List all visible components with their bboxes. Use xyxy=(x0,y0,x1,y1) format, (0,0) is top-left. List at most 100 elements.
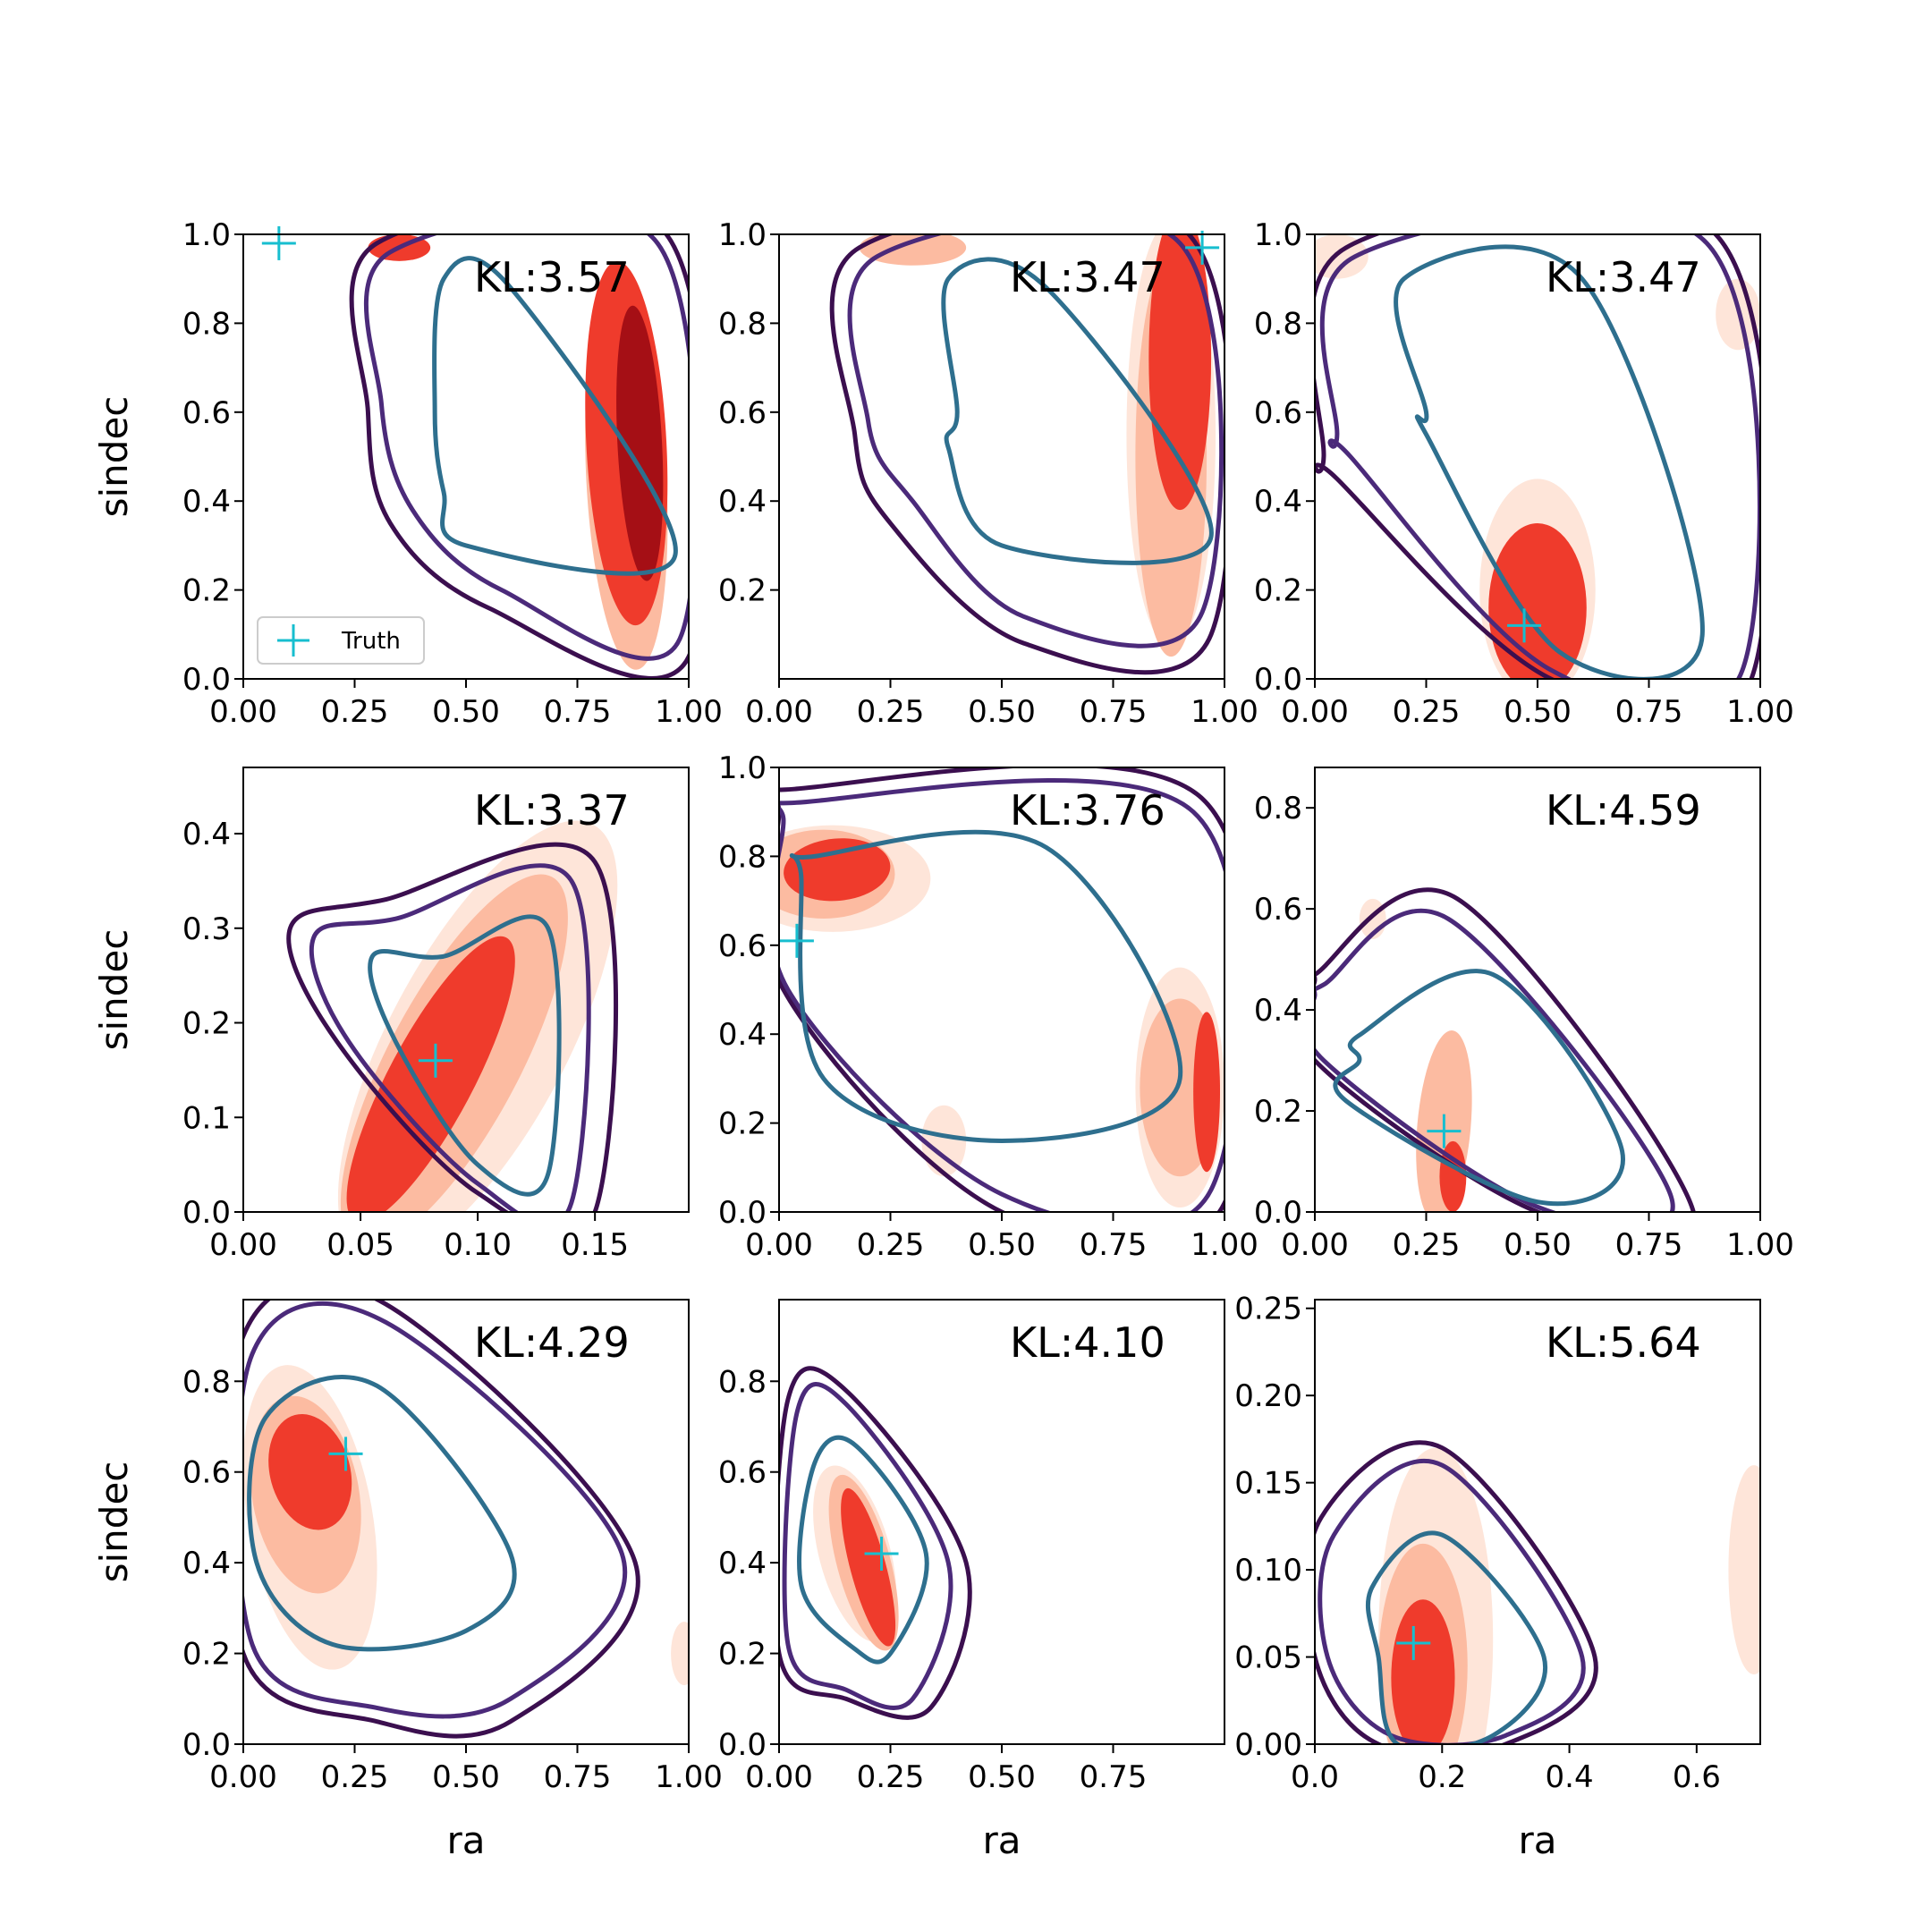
x-tick-label: 0.6 xyxy=(1673,1759,1721,1795)
kl-annotation: KL:3.76 xyxy=(1010,786,1165,835)
y-tick-label: 0.0 xyxy=(1254,1195,1302,1231)
x-tick-label: 0.05 xyxy=(326,1227,394,1263)
y-tick-label: 0.2 xyxy=(718,573,767,609)
y-tick-label: 0.15 xyxy=(1234,1466,1302,1502)
truth-marker xyxy=(328,1436,363,1471)
posterior-region xyxy=(1391,1599,1455,1744)
truth-marker xyxy=(1507,608,1542,643)
prior-contour xyxy=(789,829,1183,1143)
prior-contour xyxy=(1333,969,1625,1207)
y-tick-label: 0.4 xyxy=(718,1017,767,1053)
kl-annotation: KL:4.10 xyxy=(1010,1318,1165,1367)
prior-contour xyxy=(1394,244,1705,679)
y-tick-label: 0.00 xyxy=(1234,1727,1302,1763)
plot-area xyxy=(243,1300,689,1739)
prior-contour xyxy=(1315,908,1675,1212)
x-tick-label: 0.50 xyxy=(1504,694,1572,730)
y-tick-label: 0.8 xyxy=(1254,306,1302,342)
y-tick-label: 0.8 xyxy=(182,1364,231,1400)
x-tick-label: 0.25 xyxy=(1393,1227,1461,1263)
prior-contour xyxy=(243,1300,640,1739)
y-tick-label: 1.0 xyxy=(718,217,767,253)
posterior-region xyxy=(1148,234,1212,511)
plot-area xyxy=(829,234,1224,675)
truth-marker xyxy=(418,1043,453,1078)
y-tick-label: 0.0 xyxy=(182,1727,231,1763)
prior-contour xyxy=(309,863,591,1212)
y-tick-label: 0.8 xyxy=(182,306,231,342)
x-tick-label: 0.50 xyxy=(432,1759,500,1795)
posterior-region xyxy=(841,1487,896,1647)
x-tick-label: 0.00 xyxy=(1281,1227,1349,1263)
kl-annotation: KL:3.37 xyxy=(474,786,630,835)
y-tick-label: 1.0 xyxy=(182,217,231,253)
plot-area xyxy=(286,820,619,1212)
truth-marker xyxy=(779,923,814,958)
y-tick-label: 0.2 xyxy=(182,1637,231,1673)
kl-annotation: KL:5.64 xyxy=(1546,1318,1701,1367)
y-tick-label: 0.4 xyxy=(182,817,231,852)
legend: Truth xyxy=(257,616,425,665)
prior-contour xyxy=(1315,234,1760,679)
x-tick-label: 0.75 xyxy=(544,1759,612,1795)
y-axis-label: sindec xyxy=(92,396,136,518)
y-tick-label: 0.0 xyxy=(182,1195,231,1231)
legend-box xyxy=(257,616,425,665)
x-tick-label: 0.00 xyxy=(209,694,277,730)
y-tick-label: 0.4 xyxy=(718,484,767,520)
prior-contour xyxy=(349,234,689,679)
y-tick-label: 0.6 xyxy=(1254,892,1302,928)
y-tick-label: 1.0 xyxy=(1254,217,1302,253)
x-tick-label: 0.75 xyxy=(1080,1227,1148,1263)
y-axis-label: sindec xyxy=(92,1462,136,1583)
y-tick-label: 0.10 xyxy=(1234,1553,1302,1589)
axes-frame xyxy=(242,767,690,1213)
posterior-region xyxy=(784,838,891,902)
x-tick-label: 0.4 xyxy=(1546,1759,1594,1795)
prior-contour xyxy=(243,1301,627,1719)
kl-annotation: KL:3.47 xyxy=(1546,253,1701,301)
x-axis-label: ra xyxy=(982,1818,1021,1862)
x-tick-label: 0.00 xyxy=(745,1227,813,1263)
kl-annotation: KL:4.59 xyxy=(1546,786,1701,835)
y-tick-label: 0.0 xyxy=(1254,662,1302,698)
x-tick-label: 0.75 xyxy=(1080,1759,1148,1795)
y-tick-label: 0.8 xyxy=(718,306,767,342)
prior-contour xyxy=(1318,1458,1586,1744)
plot-area xyxy=(349,234,689,679)
x-tick-label: 0.50 xyxy=(968,1759,1036,1795)
y-tick-label: 1.0 xyxy=(718,750,767,786)
y-axis-label: sindec xyxy=(92,929,136,1051)
plot-area xyxy=(1315,887,1696,1212)
posterior-region xyxy=(1728,1465,1760,1675)
y-tick-label: 0.2 xyxy=(718,1106,767,1142)
y-tick-label: 0.2 xyxy=(182,1006,231,1042)
x-tick-label: 0.75 xyxy=(1080,694,1148,730)
kl-annotation: KL:4.29 xyxy=(474,1318,630,1367)
y-tick-label: 0.1 xyxy=(182,1100,231,1136)
y-tick-label: 0.6 xyxy=(182,395,231,431)
x-tick-label: 0.25 xyxy=(857,1759,925,1795)
x-tick-label: 0.25 xyxy=(321,1759,389,1795)
y-tick-label: 0.4 xyxy=(1254,484,1302,520)
truth-marker xyxy=(261,225,296,260)
x-tick-label: 0.75 xyxy=(1615,694,1683,730)
x-tick-label: 1.00 xyxy=(1191,1227,1258,1263)
x-tick-label: 0.00 xyxy=(745,1759,813,1795)
y-tick-label: 0.0 xyxy=(718,1727,767,1763)
posterior-region xyxy=(859,234,967,266)
prior-contour xyxy=(286,842,619,1212)
posterior-region xyxy=(346,936,515,1212)
prior-contour xyxy=(363,234,689,661)
y-tick-label: 0.6 xyxy=(182,1455,231,1491)
axes-frame xyxy=(1314,1299,1761,1745)
plot-area xyxy=(779,1366,972,1720)
subplot-6: 0.00 0.25 0.50 0.75 1.00 0.0 0.2 0.4 0.6 0.8 KL:4.… xyxy=(1254,767,1794,1263)
x-tick-label: 1.00 xyxy=(655,1759,723,1795)
truth-marker xyxy=(864,1537,899,1571)
prior-contour xyxy=(1319,234,1760,679)
x-tick-label: 0.25 xyxy=(857,1227,925,1263)
subplot-9: 0.0 0.2 0.4 0.6 0.00 0.05 0.10 0.15 0.20 0.25 KL:5… xyxy=(1234,1292,1761,1862)
x-tick-label: 0.00 xyxy=(745,694,813,730)
x-tick-label: 0.00 xyxy=(209,1227,277,1263)
